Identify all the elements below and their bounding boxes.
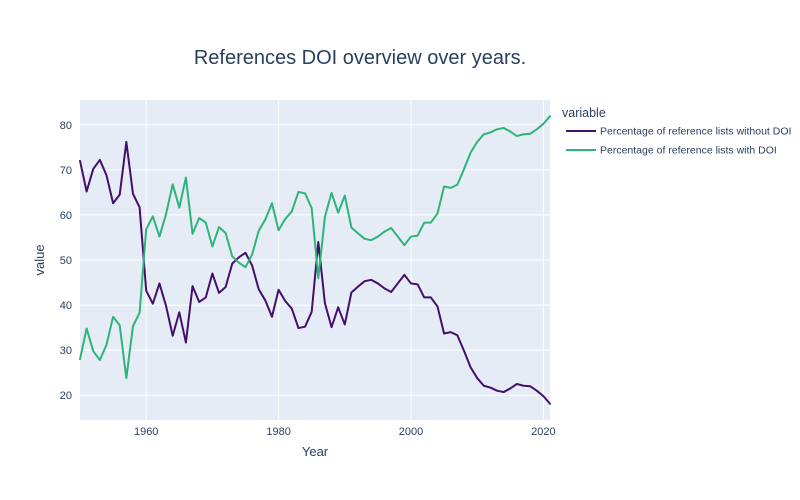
y-tick-label: 60 [60, 210, 72, 222]
y-tick-label: 70 [60, 165, 72, 177]
series-layer [79, 115, 551, 405]
legend-item-with-doi[interactable]: Percentage of reference lists with DOI [566, 145, 777, 157]
legend-item-without-doi[interactable]: Percentage of reference lists without DO… [566, 126, 791, 138]
x-tick-label: 1980 [266, 426, 290, 438]
y-tick-label: 30 [60, 345, 72, 357]
x-tick-label: 1960 [134, 426, 158, 438]
x-tick-label: 2020 [531, 426, 555, 438]
x-axis-ticks: 1960 1980 2000 2020 [134, 426, 556, 438]
y-axis-title: value [32, 244, 47, 275]
x-tick-label: 2000 [399, 426, 423, 438]
series-line-with-doi[interactable] [79, 115, 551, 380]
x-axis-title: Year [302, 444, 329, 459]
y-tick-label: 50 [60, 255, 72, 267]
legend-label-with-doi: Percentage of reference lists with DOI [600, 145, 777, 157]
series-line-without-doi[interactable] [79, 140, 551, 405]
chart-title: References DOI overview over years. [194, 47, 526, 69]
gridlines [80, 100, 550, 420]
legend-title: variable [562, 106, 606, 120]
legend: variable Percentage of reference lists w… [562, 106, 791, 157]
y-tick-label: 20 [60, 390, 72, 402]
y-tick-label: 80 [60, 120, 72, 132]
y-axis-ticks: 20 30 40 50 60 70 80 [60, 120, 72, 402]
legend-label-without-doi: Percentage of reference lists without DO… [600, 126, 791, 138]
y-tick-label: 40 [60, 300, 72, 312]
